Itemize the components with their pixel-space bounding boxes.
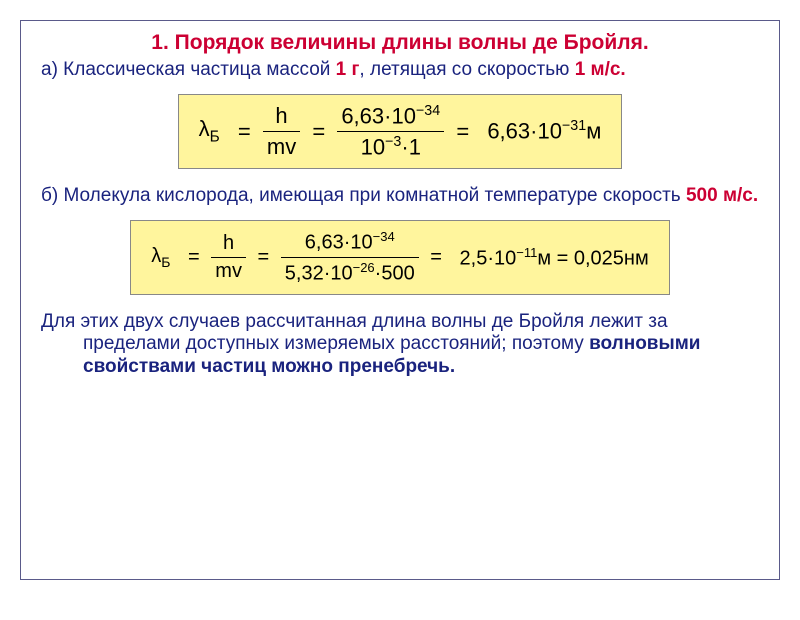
f2-den2-t: ·500 [375, 263, 415, 285]
f2-den2-c: 5,32·10 [285, 263, 353, 285]
formula-1: λБ = h mv = 6,63·10−34 10−3·1 = 6,63·10−… [178, 94, 623, 170]
f1-sub: Б [210, 129, 220, 146]
f1-frac2: 6,63·10−34 10−3·1 [337, 103, 444, 161]
f2-result: 2,5·10−11м = 0,025нм [454, 245, 655, 271]
formula-2-wrap: λБ = h mv = 6,63·10−34 5,32·10−26·500 = … [41, 214, 759, 300]
f1-den2: 10−3·1 [337, 132, 444, 160]
f2-lhs: λБ [145, 245, 176, 270]
f2-eq3: = [424, 246, 448, 269]
slide-frame: 1. Порядок величины длины волны де Бройл… [20, 20, 780, 580]
f1-res-c: 6,63·10 [487, 119, 562, 144]
para-a-speed: 1 м/с. [575, 59, 626, 80]
f2-num2-c: 6,63·10 [305, 232, 373, 254]
f2-den1: mv [211, 258, 246, 283]
f2-frac2: 6,63·10−34 5,32·10−26·500 [281, 229, 419, 285]
f1-den2-t: ·1 [401, 134, 421, 159]
f1-eq3: = [450, 119, 475, 145]
formula-2: λБ = h mv = 6,63·10−34 5,32·10−26·500 = … [130, 220, 669, 294]
f2-res-u: м [537, 247, 551, 269]
f1-num2-e: −34 [416, 103, 440, 119]
f2-res-c: 2,5·10 [460, 247, 517, 269]
f1-res-u: м [586, 119, 601, 144]
f1-den1: mv [263, 132, 300, 160]
para-a-prefix: а) Классическая частица массой [41, 59, 336, 80]
f1-num1: h [263, 103, 300, 132]
f1-frac1: h mv [263, 103, 300, 160]
para-a-mass: 1 г [336, 59, 360, 80]
f2-frac1: h mv [211, 232, 246, 283]
f2-num2: 6,63·10−34 [281, 229, 419, 258]
f2-res-e: −11 [516, 245, 537, 260]
para-c-text: Для этих двух случаев рассчитанная длина… [41, 311, 668, 355]
paragraph-c: Для этих двух случаев рассчитанная длина… [41, 311, 759, 379]
f1-eq2: = [306, 119, 331, 145]
f1-num2: 6,63·10−34 [337, 103, 444, 132]
f1-lambda: λ [199, 116, 210, 141]
formula-1-wrap: λБ = h mv = 6,63·10−34 10−3·1 = 6,63·10−… [41, 88, 759, 176]
f2-den2-e: −26 [353, 260, 375, 275]
f1-num2-c: 6,63·10 [341, 103, 416, 128]
f1-result: 6,63·10−31м [481, 118, 607, 144]
para-a-mid: , летящая со скоростью [359, 59, 574, 80]
f2-lambda: λ [151, 245, 161, 267]
f2-sub: Б [161, 254, 170, 270]
f2-res-alt: = 0,025нм [551, 247, 649, 269]
para-b-speed: 500 м/с. [686, 185, 758, 206]
f1-lhs: λБ [193, 116, 226, 146]
f1-den2-e: −3 [385, 134, 401, 150]
f1-den2-c: 10 [361, 134, 385, 159]
f2-eq2: = [252, 246, 276, 269]
f1-eq1: = [232, 119, 257, 145]
f2-den2: 5,32·10−26·500 [281, 258, 419, 286]
f2-num1: h [211, 232, 246, 258]
slide-title: 1. Порядок величины длины волны де Бройл… [41, 31, 759, 55]
f1-res-e: −31 [562, 118, 586, 134]
paragraph-a: а) Классическая частица массой 1 г, летя… [41, 59, 759, 82]
f2-num2-e: −34 [373, 229, 395, 244]
paragraph-b: б) Молекула кислорода, имеющая при комна… [41, 185, 759, 208]
f2-eq1: = [182, 246, 206, 269]
para-b-prefix: б) Молекула кислорода, имеющая при комна… [41, 185, 686, 206]
